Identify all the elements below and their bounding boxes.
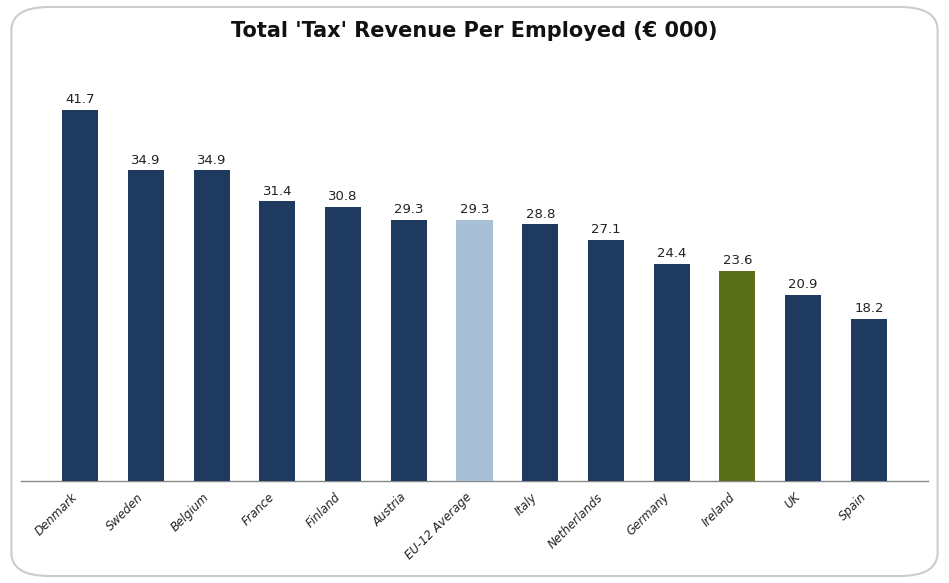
Text: 31.4: 31.4 — [263, 185, 292, 198]
Text: 30.8: 30.8 — [328, 190, 358, 203]
Bar — [654, 264, 690, 481]
Text: 20.9: 20.9 — [789, 278, 818, 292]
Text: 28.8: 28.8 — [526, 208, 555, 221]
Bar — [587, 240, 624, 481]
Text: 34.9: 34.9 — [196, 153, 226, 167]
Text: 18.2: 18.2 — [854, 303, 884, 315]
Text: 29.3: 29.3 — [394, 203, 423, 216]
Text: 41.7: 41.7 — [65, 93, 95, 106]
Text: 23.6: 23.6 — [722, 254, 753, 267]
Text: 29.3: 29.3 — [459, 203, 490, 216]
Bar — [785, 295, 821, 481]
Text: 34.9: 34.9 — [131, 153, 160, 167]
Bar — [128, 170, 164, 481]
Bar — [194, 170, 230, 481]
Title: Total 'Tax' Revenue Per Employed (€ 000): Total 'Tax' Revenue Per Employed (€ 000) — [232, 21, 717, 41]
Bar — [391, 220, 427, 481]
Bar — [259, 201, 295, 481]
Bar — [325, 206, 362, 481]
Text: 27.1: 27.1 — [591, 223, 621, 236]
Text: 24.4: 24.4 — [657, 247, 686, 260]
Bar — [850, 319, 887, 481]
Bar — [62, 110, 99, 481]
Bar — [456, 220, 493, 481]
Bar — [719, 271, 755, 481]
Bar — [522, 224, 558, 481]
